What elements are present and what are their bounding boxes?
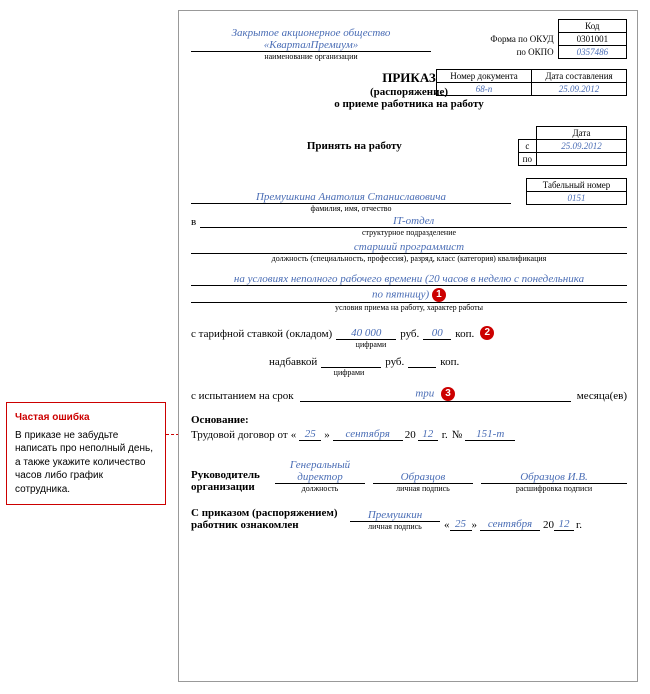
v-label: в [191,216,196,228]
dept-caption: структурное подразделение [191,228,627,237]
fio-value: Премушкина Анатолия Станиславовича [191,191,511,204]
callout-box: Частая ошибка В приказе не забудьте напи… [6,402,166,505]
callout-title: Частая ошибка [15,411,157,425]
fio-caption: фамилия, имя, отчество [191,204,511,213]
codes-table: Код Форма по ОКУД0301001 по ОКПО0357486 [437,19,627,59]
accept-from: 25.09.2012 [537,140,627,153]
tabnum-table: Табельный номер 0151 [526,178,627,205]
basis-month: сентября [333,428,403,441]
conditions-line2: по пятницу) [372,289,429,301]
basis-num: 151-т [465,428,515,441]
org-caption: наименование организации [191,52,431,61]
accept-date-head: Дата [537,127,627,140]
position-value: старший программист [191,241,627,254]
rate-rub: 40 000 [336,327,396,340]
badge-3: 3 [441,387,455,401]
addon-kop [408,355,436,368]
basis-y20: 20 [405,429,416,441]
head-sign: Образцов [373,471,473,484]
head-label2: организации [191,481,271,493]
ack-y20: 20 [543,519,554,531]
accept-label: Принять на работу [191,140,518,152]
okpo-label: по ОКПО [437,46,558,59]
rub-lbl: руб. [400,328,419,340]
title-line3: о приеме работника на работу [191,98,627,110]
digits-caption-2: цифрами [319,368,379,377]
accept-dates-table: Дата с25.09.2012 по [518,126,627,166]
head-decode: Образцов И.В. [481,471,627,484]
callout-body: В приказе не забудьте написать про непол… [15,429,157,497]
kop-lbl-2: коп. [440,356,459,368]
docnum-label: Номер документа [437,70,532,83]
addon-rub [321,355,381,368]
accept-to [537,153,627,166]
basis-g: г. [442,429,448,441]
basis-num-lbl: № [452,429,463,441]
head-label1: Руководитель [191,469,271,481]
ack-qc: » [472,519,478,531]
org-line1: Закрытое акционерное общество [191,27,431,39]
trial-label2: с испытанием на срок [191,390,294,402]
emp-sign: Премушкин [350,509,440,522]
basis-year2: 12 [418,428,438,441]
accept-to-lbl: по [518,153,536,166]
rub-lbl-2: руб. [385,356,404,368]
conditions-caption: условия приема на работу, характер работ… [191,303,627,312]
head-pos1: Генеральный [275,459,365,471]
basis-day: 25 [299,428,321,441]
document: Закрытое акционерное общество «КварталПр… [178,10,638,682]
ack-month: сентября [480,518,540,531]
ack-line2: работник ознакомлен [191,519,346,531]
badge-1: 1 [432,288,446,302]
basis-title: Основание: [191,414,627,426]
rate-kop: 00 [423,327,451,340]
ack-line1: С приказом (распоряжением) [191,507,346,519]
ack-day: 25 [450,518,472,531]
kop-lbl: коп. [455,328,474,340]
dept-value: IT-отдел [200,215,627,228]
rate-label: с тарифной ставкой (окладом) [191,328,332,340]
tabnum-value: 0151 [527,192,627,205]
kod-label: Код [558,20,626,33]
sign-caption-2: личная подпись [350,522,440,531]
docnum-table: Номер документа Дата составления 68-п 25… [436,69,627,96]
position-caption: должность (специальность, профессия), ра… [191,254,627,263]
trial-value: три [415,388,434,400]
addon-label: надбавкой [269,356,317,368]
trial-unit: месяца(ев) [577,390,627,402]
okud-value: 0301001 [558,33,626,46]
digits-caption-1: цифрами [341,340,401,349]
ack-year2: 12 [554,518,574,531]
okud-label: Форма по ОКУД [437,33,558,46]
basis-contract-label: Трудовой договор от [191,429,288,441]
docnum-value: 68-п [437,83,532,96]
ack-g: г. [576,519,582,531]
decode-caption: расшифровка подписи [481,484,627,493]
pos-caption: должность [275,484,365,493]
tabnum-label: Табельный номер [527,179,627,192]
sign-caption-1: личная подпись [373,484,473,493]
org-line2: «КварталПремиум» [191,39,431,52]
docdate-value: 25.09.2012 [532,83,627,96]
head-pos2: директор [275,471,365,484]
okpo-value: 0357486 [558,46,626,59]
conditions-line1: на условиях неполного рабочего времени (… [191,273,627,286]
docdate-label: Дата составления [532,70,627,83]
accept-from-lbl: с [518,140,536,153]
badge-2: 2 [480,326,494,340]
